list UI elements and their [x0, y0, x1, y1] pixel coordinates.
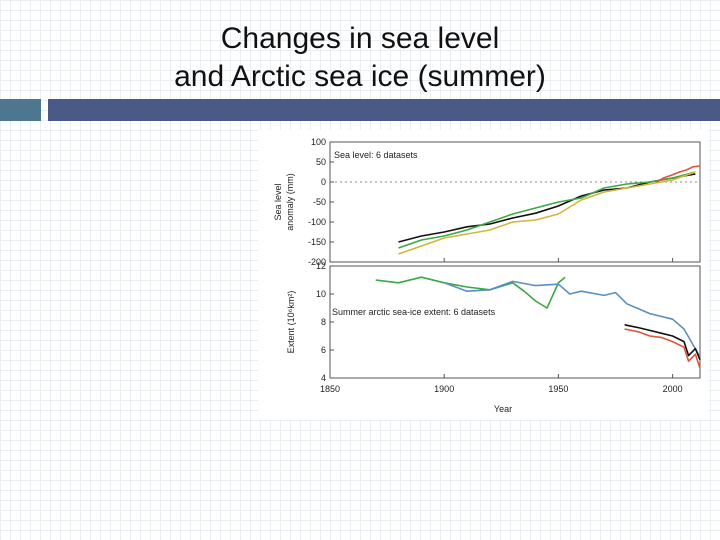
chart-figure: Sea level: 6 datasets Summer arctic sea-…: [258, 130, 708, 420]
sea-ice-y-ticks: 12 10 8 6 4: [316, 261, 334, 383]
chart-svg: Sea level: 6 datasets Summer arctic sea-…: [273, 137, 701, 414]
sea-ice-series-line: [375, 276, 566, 309]
sea-level-ytick-label: 0: [321, 177, 326, 187]
header-accent-bar-left: [0, 99, 41, 121]
x-tick-label: 1900: [434, 384, 454, 394]
sea-level-y-ticks: 100 50 0 -50 -100 -150 -200: [308, 137, 334, 267]
x-tick-label: 1950: [548, 384, 568, 394]
sea-level-ytick-label: -200: [308, 257, 326, 267]
sea-ice-ytick-label: 10: [316, 289, 326, 299]
sea-ice-series-line: [624, 328, 701, 369]
sea-ice-series-line: [443, 280, 701, 358]
sea-level-ylabel-line-1: Sea level: [273, 183, 283, 220]
slide-title-line-2: and Arctic sea ice (summer): [174, 60, 546, 93]
sea-level-series-line: [398, 171, 696, 249]
x-tick-label: 1850: [320, 384, 340, 394]
sea-ice-ytick-label: 6: [321, 345, 326, 355]
sea-level-ylabel-line-2: anomaly (mm): [285, 173, 295, 231]
sea-ice-ytick-label: 12: [316, 261, 326, 271]
slide-title-line-1: Changes in sea level: [220, 22, 500, 55]
x-axis-label: Year: [494, 404, 512, 414]
sea-level-series-line: [398, 171, 696, 255]
sea-ice-panel-label: Summer arctic sea-ice extent: 6 datasets: [332, 307, 496, 317]
sea-level-plot-frame: [329, 141, 701, 263]
sea-ice-ylabel: Extent (10⁶km²): [286, 291, 296, 354]
sea-level-ytick-label: -100: [308, 217, 326, 227]
sea-ice-ytick-label: 8: [321, 317, 326, 327]
sea-level-ytick-label: 100: [311, 137, 326, 147]
x-ticks: 1850 1900 1950 2000: [320, 258, 683, 394]
sea-ice-series-line: [624, 324, 701, 361]
sea-level-ytick-label: 50: [316, 157, 326, 167]
sea-level-series-layer: [398, 165, 701, 255]
sea-level-ytick-label: -50: [313, 197, 326, 207]
x-tick-label: 2000: [663, 384, 683, 394]
header-accent-bar-right: [48, 99, 720, 121]
sea-ice-series-layer: [375, 276, 701, 369]
slide-title: Changes in sea level and Arctic sea ice …: [0, 20, 720, 96]
sea-ice-ytick-label: 4: [321, 373, 326, 383]
sea-ice-plot-frame: [329, 265, 701, 379]
sea-level-ytick-label: -150: [308, 237, 326, 247]
sea-level-panel-label: Sea level: 6 datasets: [334, 150, 418, 160]
sea-level-series-line: [656, 165, 701, 183]
